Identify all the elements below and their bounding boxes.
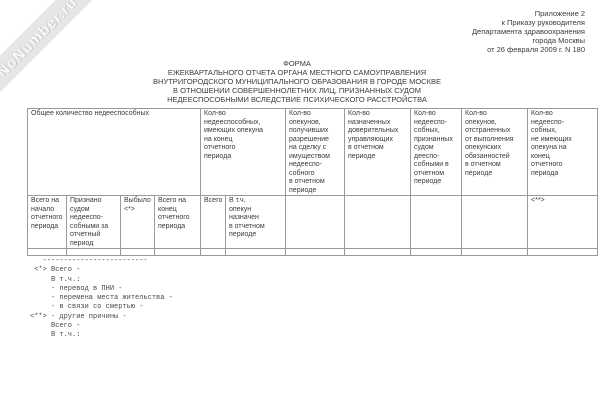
empty-header-cell bbox=[285, 195, 346, 249]
empty-header-cell bbox=[461, 195, 529, 249]
title-line: НЕДЕЕСПОСОБНЫМИ ВСЛЕДСТВИЕ ПСИХИЧЕСКОГО … bbox=[167, 95, 427, 104]
header-cell-declared-capable: Кол-во недееспо- собных, признанных судо… bbox=[410, 108, 463, 196]
header-cell-left: Выбыло <*> bbox=[120, 195, 155, 249]
empty-header-cell bbox=[344, 195, 412, 249]
data-cell-empty bbox=[527, 248, 599, 256]
data-cell-empty bbox=[344, 248, 412, 256]
form-title: ФОРМА ЕЖЕКВАРТАЛЬНОГО ОТЧЕТА ОРГАНА МЕСТ… bbox=[0, 59, 594, 104]
appendix-line: города Москвы bbox=[532, 36, 585, 45]
footnotes: ------------------------- <*> Всего - В … bbox=[30, 257, 173, 340]
header-cell-without-guardian-end: Кол-во недееспо- собных, не имеющих опек… bbox=[527, 108, 599, 196]
title-line: ВНУТРИГОРОДСКОГО МУНИЦИПАЛЬНОГО ОБРАЗОВА… bbox=[153, 77, 441, 86]
table-header-row-2: Всего на начало отчетного периода Призна… bbox=[27, 195, 599, 249]
header-cell-with-guardian-end: Кол-во недееспособных, имеющих опекуна н… bbox=[200, 108, 287, 196]
table-header-row-1: Общее количество недееспособных Кол-во н… bbox=[26, 108, 599, 196]
appendix-line: к Приказу руководителя bbox=[501, 18, 585, 27]
appendix-line: Приложение 2 bbox=[534, 9, 585, 18]
empty-header-cell bbox=[410, 195, 463, 249]
data-cell-empty bbox=[200, 248, 227, 256]
header-cell-guardians-permission-deal: Кол-во опекунов, получивших разрешение н… bbox=[285, 108, 346, 196]
title-line: ФОРМА bbox=[283, 59, 311, 68]
appendix-line: Департамента здравоохранения bbox=[471, 27, 585, 36]
report-table: Общее количество недееспособных Кол-во н… bbox=[26, 108, 599, 256]
table-data-row-empty bbox=[27, 248, 599, 256]
header-cell-total-end: Всего на конец отчетного периода bbox=[153, 195, 202, 249]
appendix-line: от 26 февраля 2009 г. N 180 bbox=[487, 45, 585, 54]
header-cell-total: Всего bbox=[200, 195, 227, 249]
data-cell-empty bbox=[120, 248, 155, 256]
data-cell-empty bbox=[285, 248, 346, 256]
data-cell-empty bbox=[410, 248, 463, 256]
data-cell-empty bbox=[27, 248, 67, 256]
data-cell-empty bbox=[153, 248, 202, 256]
header-cell-trust-managers-appointed: Кол-во назначенных доверительных управля… bbox=[344, 108, 412, 196]
data-cell-empty bbox=[461, 248, 529, 256]
header-cell-total-incapacitated: Общее количество недееспособных bbox=[26, 108, 202, 196]
header-cell-guardian-appointed-period: В т.ч. опекун назначен в отчетном период… bbox=[225, 195, 287, 249]
title-line: В ОТНОШЕНИИ СОВЕРШЕННОЛЕТНИХ ЛИЦ, ПРИЗНА… bbox=[173, 86, 421, 95]
header-cell-total-start: Всего на начало отчетного периода bbox=[27, 195, 67, 249]
appendix-header: Приложение 2 к Приказу руководителя Депа… bbox=[472, 9, 585, 54]
header-cell-guardians-removed: Кол-во опекунов, отстраненных от выполне… bbox=[461, 108, 529, 196]
data-cell-empty bbox=[225, 248, 287, 256]
data-cell-empty bbox=[66, 248, 121, 256]
header-cell-declared-incapable: Признано судом недееспо- собными за отче… bbox=[66, 195, 121, 249]
footnote-ref-cell: <**> bbox=[527, 195, 599, 249]
title-line: ЕЖЕКВАРТАЛЬНОГО ОТЧЕТА ОРГАНА МЕСТНОГО С… bbox=[167, 68, 427, 77]
